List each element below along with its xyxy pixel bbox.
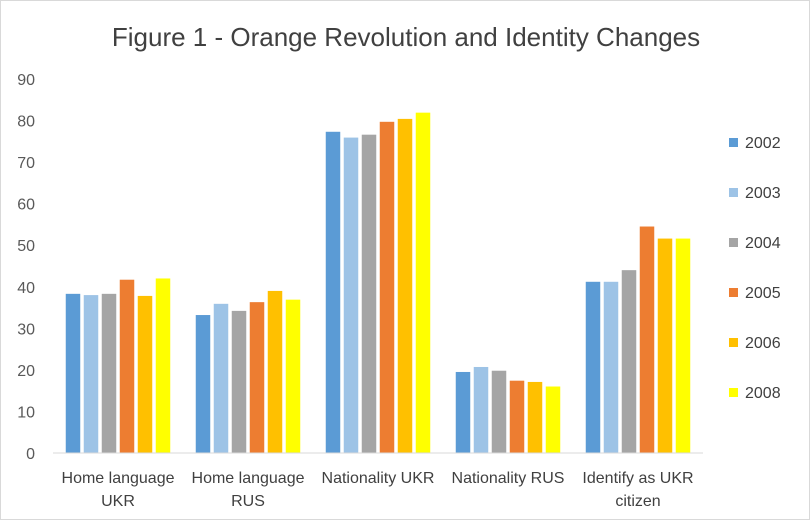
bar xyxy=(231,310,247,453)
legend-swatch xyxy=(729,238,738,247)
legend-label: 2003 xyxy=(745,185,781,202)
bar xyxy=(639,226,655,453)
bar xyxy=(83,295,99,453)
y-axis: 0 10 20 30 40 50 60 70 80 90 xyxy=(17,72,35,463)
y-tick-label: 80 xyxy=(17,114,35,131)
bar xyxy=(397,118,413,453)
bar xyxy=(65,293,81,453)
y-tick-label: 70 xyxy=(17,155,35,172)
bar xyxy=(137,295,153,453)
bar xyxy=(285,299,301,453)
y-tick-label: 30 xyxy=(17,321,35,338)
bar xyxy=(361,134,377,453)
legend-swatch xyxy=(729,288,738,297)
bar xyxy=(119,279,135,453)
legend-swatch xyxy=(729,138,738,147)
bar xyxy=(267,290,283,453)
x-tick-label: RUS xyxy=(231,493,265,510)
bar xyxy=(455,371,471,453)
bar xyxy=(325,131,341,453)
x-tick-label: Nationality RUS xyxy=(452,470,565,487)
bar xyxy=(657,238,673,453)
bar xyxy=(545,386,561,453)
bar xyxy=(585,281,601,453)
y-tick-label: 60 xyxy=(17,197,35,214)
legend-label: 2008 xyxy=(745,385,781,402)
x-tick-label: Identify as UKR xyxy=(582,470,693,487)
y-tick-label: 90 xyxy=(17,72,35,89)
y-tick-label: 10 xyxy=(17,404,35,421)
bar xyxy=(379,121,395,454)
bar xyxy=(195,315,211,453)
bar xyxy=(213,303,229,453)
bar xyxy=(675,238,691,453)
bar xyxy=(621,270,637,453)
x-tick-label: Home language xyxy=(192,470,305,487)
bar xyxy=(155,278,171,453)
x-tick-label: Home language xyxy=(62,470,175,487)
x-tick-label: Nationality UKR xyxy=(322,470,435,487)
y-tick-label: 40 xyxy=(17,280,35,297)
bar xyxy=(249,302,265,453)
legend-swatch xyxy=(729,338,738,347)
bar xyxy=(491,370,507,453)
bar xyxy=(603,281,619,453)
legend-swatch xyxy=(729,388,738,397)
x-tick-label: UKR xyxy=(101,493,135,510)
y-tick-label: 50 xyxy=(17,238,35,255)
bar xyxy=(473,366,489,453)
legend-swatch xyxy=(729,188,738,197)
bar xyxy=(509,380,525,453)
legend-label: 2005 xyxy=(745,285,781,302)
legend-label: 2006 xyxy=(745,335,781,352)
y-tick-label: 0 xyxy=(26,446,35,463)
bar-group xyxy=(65,112,691,454)
legend-label: 2002 xyxy=(745,135,781,152)
chart-title: Figure 1 - Orange Revolution and Identit… xyxy=(112,22,700,52)
bar xyxy=(415,112,431,453)
x-tick-label: citizen xyxy=(615,493,660,510)
x-axis: Home language UKR Home language RUS National… xyxy=(53,452,703,510)
bar xyxy=(101,293,117,453)
legend-label: 2004 xyxy=(745,235,781,252)
legend: 2002 2003 2004 2005 2006 2008 xyxy=(729,135,781,402)
bar xyxy=(527,381,543,453)
y-tick-label: 20 xyxy=(17,363,35,380)
bar xyxy=(343,137,359,453)
